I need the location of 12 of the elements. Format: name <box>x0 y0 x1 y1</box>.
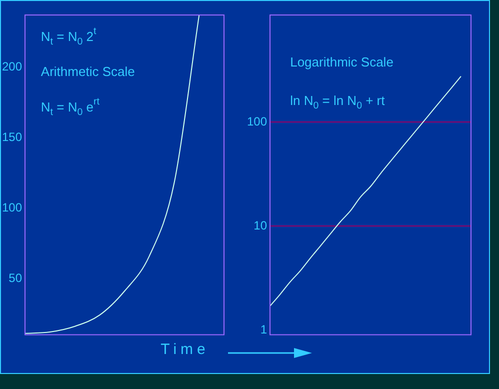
y-tick-label: 150 <box>2 130 22 144</box>
annotation: Arithmetic Scale <box>40 64 135 80</box>
annotation: Logarithmic Scale <box>290 54 394 70</box>
y-tick-label: 100 <box>2 200 22 214</box>
y-tick-label: 10 <box>254 218 268 232</box>
line-series <box>24 15 200 334</box>
line-series <box>270 76 462 307</box>
y-tick-label: 1 <box>260 322 268 336</box>
x-axis-title: Time <box>160 341 210 358</box>
y-tick-label: 50 <box>8 270 22 285</box>
y-tick-label: 100 <box>246 114 268 128</box>
y-tick-label: 200 <box>2 59 22 74</box>
